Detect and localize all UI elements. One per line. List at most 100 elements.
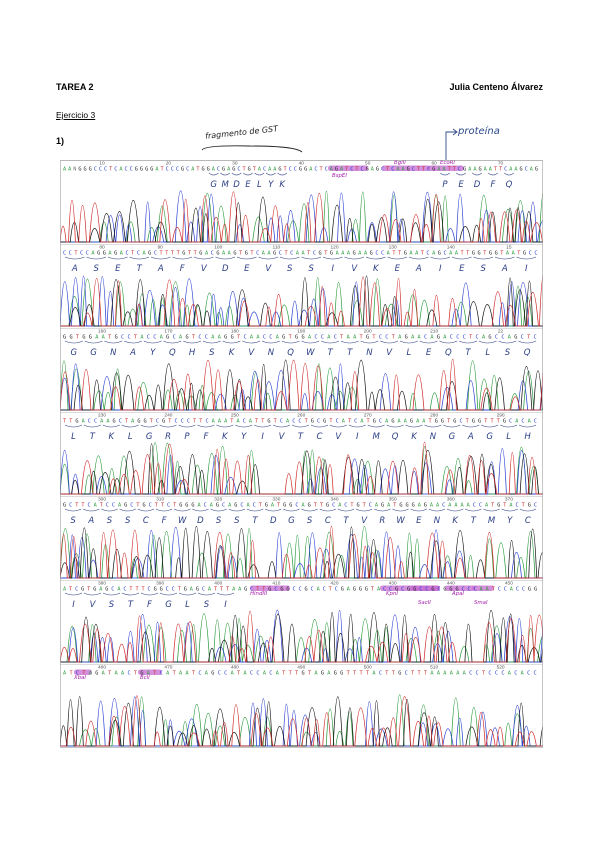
codon-bracket [501,508,518,512]
base-call: T [87,587,90,593]
base-call: G [431,587,434,593]
position-number: 70 [498,161,504,167]
codon-bracket [277,172,288,176]
base-call: T [75,503,78,509]
base-call: A [262,251,266,257]
base-call: A [347,335,351,341]
base-call: T [503,503,506,509]
base-call: C [426,251,429,257]
position-number: 50 [365,161,371,167]
base-call: G [207,167,210,173]
base-call: A [430,671,434,677]
base-call: T [250,251,253,257]
amino-acid-label: N [434,516,441,526]
peak-trace [60,525,543,579]
base-call: G [455,587,458,593]
base-call: T [424,671,427,677]
base-call: C [534,335,537,341]
base-call: T [134,671,137,677]
base-call: A [166,671,170,677]
base-call: A [485,503,489,509]
base-call: A [387,503,391,509]
base-call: C [401,587,404,593]
amino-acid-label: I [356,432,359,442]
codon-bracket [86,256,107,260]
base-call: T [259,503,262,509]
base-call: C [130,167,133,173]
codon-bracket [254,424,272,428]
amino-acid-label: E [245,180,251,190]
base-call: T [108,671,111,677]
base-call: A [330,167,334,173]
amino-acid-label: V [335,432,342,442]
base-call: C [125,251,128,257]
base-call: C [263,335,266,341]
amino-acid-label: V [351,264,358,274]
exercise-title: Ejercicio 3 [56,110,96,120]
base-call: C [458,167,461,173]
codon-bracket [481,424,499,428]
amino-acid-label: F [147,600,152,610]
codon-bracket [235,424,253,428]
base-call: A [437,167,441,173]
amino-acid-label: S [481,264,487,274]
position-number: 120 [330,245,338,251]
codon-bracket [399,340,418,344]
base-call: T [307,251,310,257]
base-call: A [102,671,106,677]
peak-trace [60,190,543,243]
base-call: C [488,671,491,677]
amino-acid-label: N [268,348,275,358]
codon-bracket [261,340,280,344]
position-number: 480 [231,665,239,671]
base-call: C [80,251,83,257]
base-call: A [448,503,452,509]
base-call: C [289,167,292,173]
codon-bracket [272,424,291,428]
base-call: G [478,167,481,173]
base-call: C [198,671,201,677]
codon-bracket [459,340,477,344]
base-call: T [178,587,181,593]
base-call: A [218,419,222,425]
codon-bracket [392,508,409,512]
amino-acid-label: E [459,264,465,274]
base-call: G [334,671,337,677]
codon-bracket [380,340,399,344]
position-number: 180 [231,329,239,335]
base-call: C [298,419,301,425]
base-call: G [196,587,199,593]
amino-acid-label: D [270,516,277,526]
base-call: T [100,503,103,509]
codon-bracket [178,592,197,596]
restriction-site-highlight [328,165,368,171]
base-call: A [430,503,434,509]
position-number: 140 [447,245,455,251]
base-call: A [530,167,534,173]
base-call: C [250,587,253,593]
restriction-site-label: BglII [394,160,406,166]
base-call: A [372,671,376,677]
base-call: G [395,587,398,593]
base-call: C [469,671,472,677]
base-call: C [167,503,170,509]
amino-acid-label: C [316,432,322,442]
codon-bracket [301,256,322,260]
base-call: G [519,167,522,173]
amino-acid-label: L [506,432,511,442]
peak-trace [60,358,543,411]
base-call: G [182,251,185,257]
amino-acid-label: V [361,516,368,526]
base-call: C [99,167,102,173]
base-call: A [398,335,402,341]
base-call: T [125,419,128,425]
position-number: 130 [389,245,397,251]
chromatogram-row: 10 20 30 40 50 60 70A A N G G G C C C T C A C C G G G G A T C C C G C A… [60,160,543,243]
base-call: A [336,251,340,257]
codon-bracket [64,424,83,428]
base-call: G [535,167,538,173]
base-call: A [302,503,306,509]
codon-bracket [291,424,310,428]
base-call: G [308,503,311,509]
base-call: G [366,167,369,173]
